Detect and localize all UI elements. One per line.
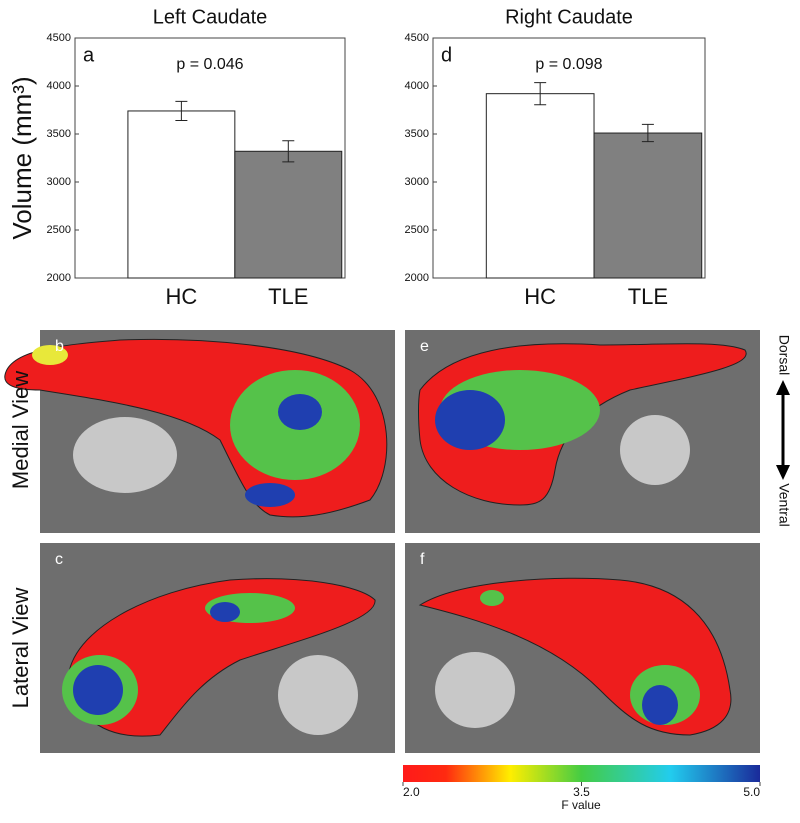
- y-tick-label: 4500: [405, 32, 429, 44]
- x-tick-label: HC: [165, 284, 197, 309]
- panel-e: e: [405, 330, 760, 533]
- bar: [593, 132, 703, 279]
- row-label: Lateral View: [8, 588, 33, 709]
- colorbar-label: F value: [561, 798, 601, 812]
- annotation: p = 0.098: [535, 56, 602, 73]
- error-bar: [282, 140, 295, 163]
- annotation: p = 0.046: [176, 56, 243, 73]
- y-tick-label: 2500: [47, 224, 71, 236]
- panel-label: e: [420, 338, 429, 355]
- colorbar-tick-label: 3.5: [573, 785, 590, 799]
- error-bar: [534, 82, 547, 106]
- colorbar-tick-label: 5.0: [743, 785, 760, 799]
- chart-title: Right Caudate: [505, 6, 633, 28]
- chart-title: Left Caudate: [153, 6, 268, 28]
- y-tick-label: 3000: [405, 176, 429, 188]
- error-bar: [641, 123, 654, 143]
- bar: [127, 110, 236, 279]
- panel-label: a: [83, 44, 95, 66]
- error-bar: [175, 100, 188, 122]
- y-tick-label: 3500: [405, 128, 429, 140]
- panel-label: f: [420, 551, 425, 568]
- panel-label: d: [441, 44, 452, 66]
- x-tick-label: TLE: [268, 284, 308, 309]
- panel-b: b: [4, 330, 395, 533]
- y-tick-label: 3500: [47, 128, 71, 140]
- panel-label: b: [55, 338, 64, 355]
- panel-label: c: [55, 551, 63, 568]
- panel-f: f: [405, 543, 760, 753]
- row-label: Medial View: [8, 371, 33, 489]
- y-tick-label: 2000: [405, 272, 429, 284]
- y-tick-label: 3000: [47, 176, 71, 188]
- bar: [234, 150, 343, 279]
- direction-label: Ventral: [776, 483, 792, 527]
- colorbar: [403, 765, 760, 782]
- y-tick-label: 4000: [405, 80, 429, 92]
- y-tick-label: 4500: [47, 32, 71, 44]
- panel-c: c: [40, 543, 395, 753]
- direction-arrow: [776, 380, 790, 480]
- direction-label: Dorsal: [776, 335, 792, 375]
- y-tick-label: 2500: [405, 224, 429, 236]
- bar: [485, 93, 595, 279]
- x-tick-label: HC: [524, 284, 556, 309]
- y-axis-label: Volume (mm³): [7, 76, 37, 239]
- x-tick-label: TLE: [628, 284, 668, 309]
- colorbar-tick-label: 2.0: [403, 785, 420, 799]
- y-tick-label: 2000: [47, 272, 71, 284]
- y-tick-label: 4000: [47, 80, 71, 92]
